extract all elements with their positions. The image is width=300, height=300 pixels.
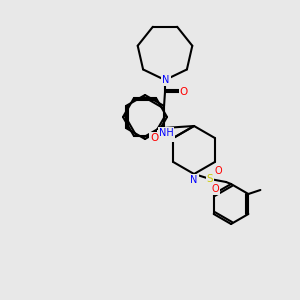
- Text: S: S: [207, 174, 213, 184]
- Text: NH: NH: [158, 131, 174, 141]
- Text: O: O: [180, 87, 188, 97]
- Text: O: O: [211, 184, 219, 194]
- Text: N: N: [190, 175, 198, 185]
- Text: N: N: [162, 75, 170, 85]
- Text: NH: NH: [159, 128, 173, 138]
- Text: O: O: [214, 166, 222, 176]
- Text: O: O: [150, 133, 158, 143]
